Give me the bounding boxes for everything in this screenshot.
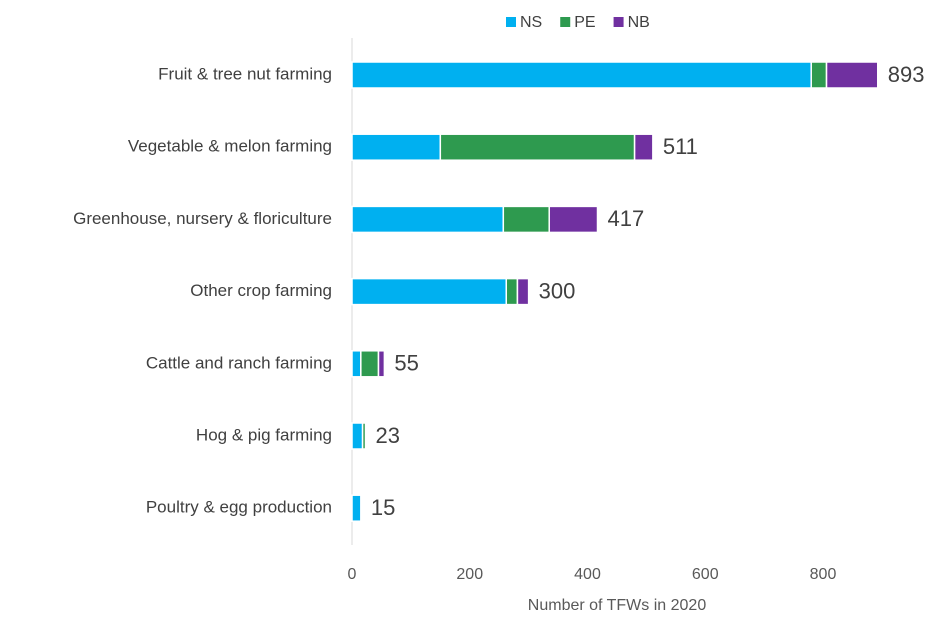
bar-segment (351, 277, 508, 306)
legend-label: NS (520, 14, 542, 31)
x-tick-label: 600 (692, 566, 719, 583)
category-label: Vegetable & melon farming (128, 137, 332, 156)
bar-segment (810, 61, 828, 89)
x-tick-label: 200 (456, 566, 483, 583)
bar-segment (361, 422, 367, 450)
category-label: Poultry & egg production (146, 498, 332, 517)
category-label: Fruit & tree nut farming (158, 64, 332, 83)
bar-segment (633, 133, 654, 161)
x-tick-label: 0 (348, 566, 357, 583)
bar-segment (825, 61, 879, 89)
x-tick-label: 400 (574, 566, 601, 583)
x-tick-label: 800 (810, 566, 837, 583)
total-label: 300 (539, 278, 576, 303)
bar-segment (351, 205, 505, 234)
legend-swatch (560, 17, 571, 27)
bar-segment (516, 277, 530, 306)
total-label: 15 (371, 495, 395, 520)
category-label: Greenhouse, nursery & floriculture (73, 209, 332, 228)
bar-segment (351, 133, 442, 161)
total-label: 511 (663, 134, 698, 159)
bar-segment (548, 205, 599, 234)
legend-label: PE (574, 14, 595, 31)
bar-segment (351, 422, 364, 450)
x-axis-title: Number of TFWs in 2020 (528, 597, 707, 614)
total-label: 23 (376, 423, 400, 448)
bar-segment (360, 350, 380, 378)
bar-segment (377, 350, 386, 378)
legend-swatch (613, 17, 624, 27)
bar-segment (351, 494, 362, 522)
category-label: Hog & pig farming (196, 425, 332, 444)
total-label: 417 (608, 206, 645, 231)
total-label: 893 (888, 62, 925, 87)
category-label: Other crop farming (190, 281, 332, 300)
legend-label: NB (628, 14, 650, 31)
bar-segment (505, 277, 519, 306)
bar-segment (351, 61, 812, 89)
bar-segment (439, 133, 636, 161)
bar-segment (502, 205, 550, 234)
legend-swatch (506, 17, 516, 27)
total-label: 55 (394, 351, 418, 376)
category-label: Cattle and ranch farming (146, 353, 332, 372)
bar-segment (351, 350, 362, 378)
